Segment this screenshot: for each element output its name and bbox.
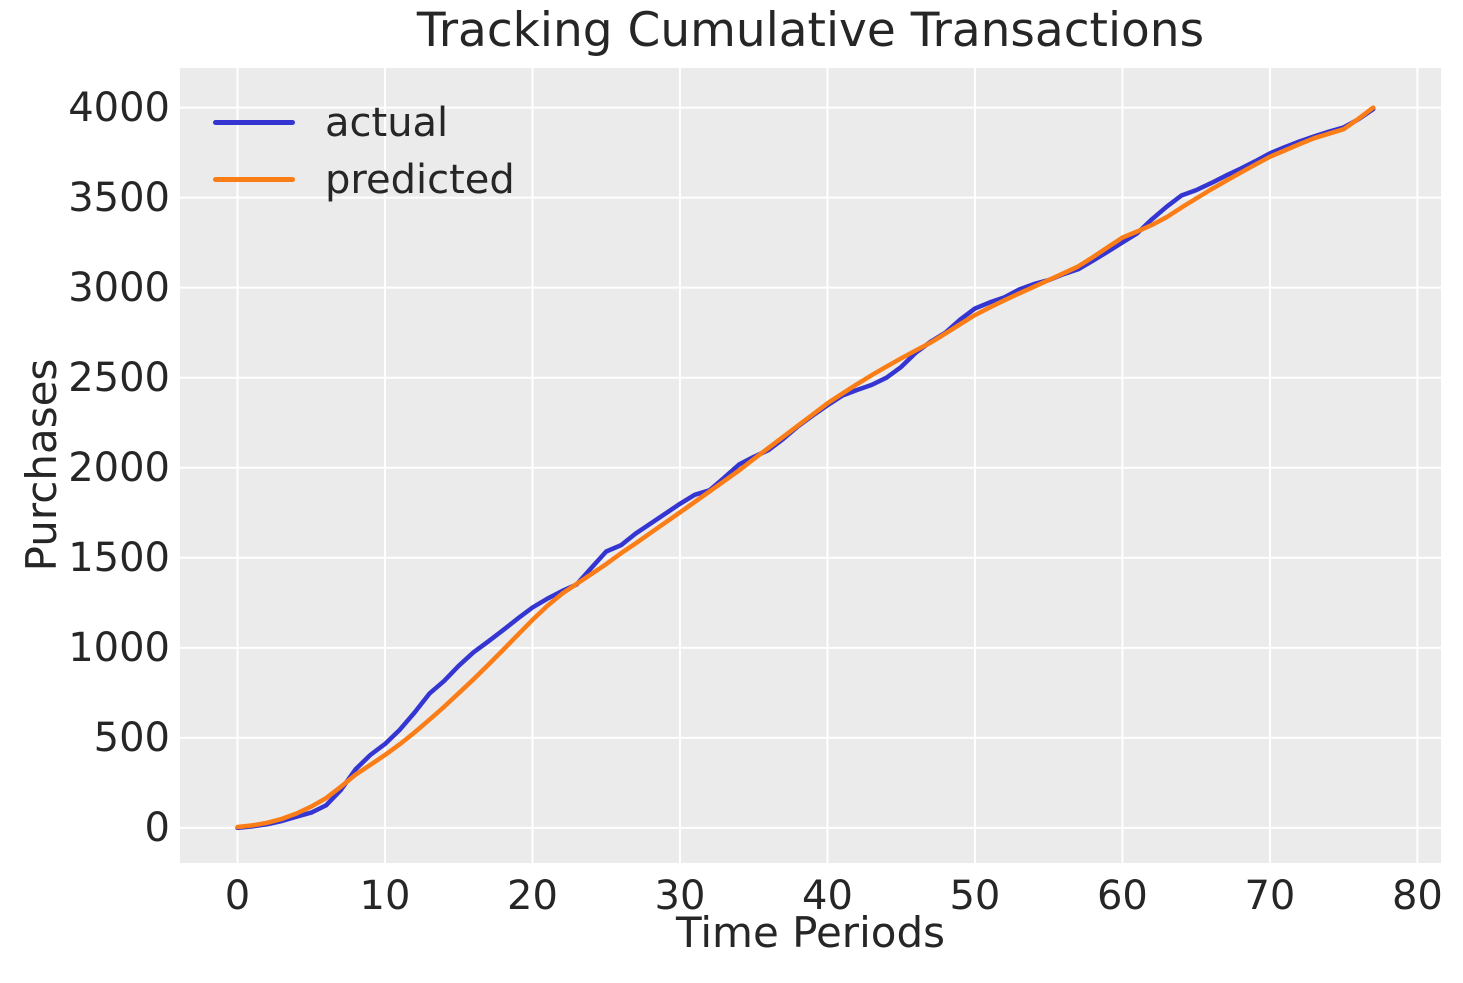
y-tick-label: 500 [93,714,170,761]
x-axis-label: Time Periods [676,908,945,957]
plot-background [180,68,1441,863]
x-tick-label: 30 [654,873,706,919]
x-tick-label: 60 [1096,873,1148,919]
y-tick-label: 1000 [68,624,170,671]
x-tick-label: 40 [802,873,853,919]
y-tick-label: 3500 [68,174,170,221]
legend-entry-actual: actual [213,94,515,151]
x-tick-label: 10 [359,873,411,919]
predicted-line [235,105,1376,830]
y-tick-label: 0 [144,804,170,851]
x-tick-label: 20 [507,873,558,919]
y-tick-label: 1500 [68,534,170,581]
chart-title: Tracking Cumulative Transactions [416,3,1205,58]
y-tick-label: 2000 [68,444,170,491]
x-tick-label: 70 [1244,873,1296,919]
y-tick-label: 2500 [68,354,170,401]
y-tick-label: 3000 [68,264,170,311]
legend-label-predicted: predicted [325,156,515,203]
y-tick-label: 4000 [68,84,170,131]
legend-swatch-actual [213,120,295,125]
legend: actual predicted [213,94,515,208]
x-tick-label: 50 [949,873,1001,919]
legend-entry-predicted: predicted [213,151,515,208]
y-axis-label: Purchases [17,358,66,572]
legend-swatch-predicted [213,177,295,182]
x-tick-label: 80 [1391,873,1443,919]
legend-label-actual: actual [325,99,449,146]
x-tick-label: 0 [224,873,251,919]
